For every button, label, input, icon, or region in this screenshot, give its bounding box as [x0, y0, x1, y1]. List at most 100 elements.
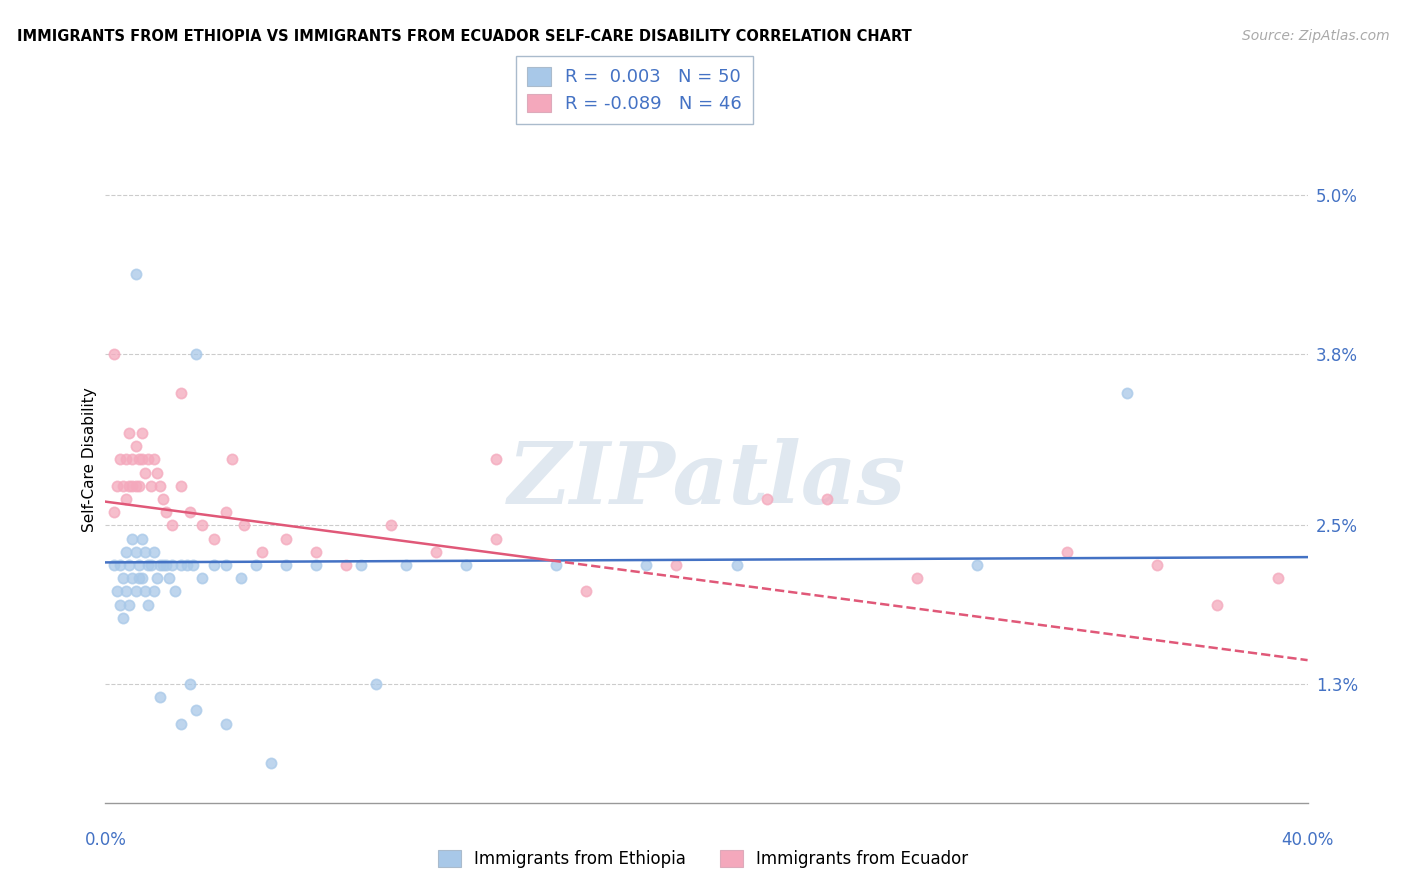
Point: [145, 571, 167, 585]
Point: [142, 452, 165, 467]
Point: [124, 479, 146, 493]
Point: [214, 558, 236, 572]
Point: [103, 558, 125, 572]
Point: [148, 479, 170, 493]
Point: [110, 452, 132, 467]
Point: [107, 479, 129, 493]
Point: [176, 558, 198, 572]
Point: [112, 571, 135, 585]
Point: [636, 558, 658, 572]
Point: [221, 452, 243, 467]
Point: [232, 518, 254, 533]
Point: [128, 571, 150, 585]
Point: [425, 545, 447, 559]
Point: [485, 532, 508, 546]
Point: [305, 545, 328, 559]
Point: [118, 479, 141, 493]
Point: [155, 558, 177, 572]
Point: [546, 558, 568, 572]
Point: [1116, 386, 1139, 401]
Point: [128, 479, 150, 493]
Point: [124, 584, 146, 599]
Point: [274, 532, 297, 546]
Point: [136, 558, 159, 572]
Y-axis label: Self-Care Disability: Self-Care Disability: [82, 387, 97, 532]
Point: [274, 558, 297, 572]
Point: [112, 611, 135, 625]
Point: [124, 268, 146, 282]
Point: [380, 518, 402, 533]
Point: [815, 491, 838, 506]
Point: [181, 558, 204, 572]
Point: [131, 532, 153, 546]
Point: [214, 505, 236, 519]
Legend: Immigrants from Ethiopia, Immigrants from Ecuador: Immigrants from Ethiopia, Immigrants fro…: [429, 842, 977, 877]
Point: [725, 558, 748, 572]
Point: [454, 558, 477, 572]
Point: [142, 584, 165, 599]
Point: [169, 558, 191, 572]
Point: [118, 598, 141, 612]
Point: [131, 452, 153, 467]
Point: [1267, 571, 1289, 585]
Point: [131, 425, 153, 440]
Point: [335, 558, 357, 572]
Text: 40.0%: 40.0%: [1281, 831, 1334, 849]
Point: [169, 479, 191, 493]
Point: [1146, 558, 1168, 572]
Text: 0.0%: 0.0%: [84, 831, 127, 849]
Point: [134, 545, 156, 559]
Point: [115, 545, 138, 559]
Text: ZIPatlas: ZIPatlas: [508, 438, 905, 522]
Point: [1206, 598, 1229, 612]
Legend: R =  0.003   N = 50, R = -0.089   N = 46: R = 0.003 N = 50, R = -0.089 N = 46: [516, 56, 752, 124]
Point: [190, 571, 212, 585]
Point: [665, 558, 688, 572]
Point: [148, 558, 170, 572]
Point: [350, 558, 373, 572]
Point: [103, 505, 125, 519]
Point: [169, 386, 191, 401]
Point: [121, 479, 143, 493]
Point: [905, 571, 928, 585]
Point: [103, 347, 125, 361]
Point: [202, 532, 225, 546]
Point: [134, 584, 156, 599]
Point: [190, 518, 212, 533]
Point: [121, 532, 143, 546]
Point: [131, 571, 153, 585]
Point: [121, 571, 143, 585]
Text: IMMIGRANTS FROM ETHIOPIA VS IMMIGRANTS FROM ECUADOR SELF-CARE DISABILITY CORRELA: IMMIGRANTS FROM ETHIOPIA VS IMMIGRANTS F…: [17, 29, 911, 44]
Point: [163, 584, 186, 599]
Point: [305, 558, 328, 572]
Point: [179, 505, 201, 519]
Point: [184, 703, 207, 717]
Point: [128, 452, 150, 467]
Point: [229, 571, 252, 585]
Point: [245, 558, 267, 572]
Point: [115, 452, 138, 467]
Point: [157, 571, 180, 585]
Point: [110, 598, 132, 612]
Point: [112, 479, 135, 493]
Point: [755, 491, 778, 506]
Point: [115, 584, 138, 599]
Text: Source: ZipAtlas.com: Source: ZipAtlas.com: [1241, 29, 1389, 43]
Point: [139, 558, 162, 572]
Point: [364, 677, 387, 691]
Point: [395, 558, 418, 572]
Point: [169, 716, 191, 731]
Point: [107, 584, 129, 599]
Point: [260, 756, 283, 771]
Point: [184, 347, 207, 361]
Point: [136, 598, 159, 612]
Point: [136, 452, 159, 467]
Point: [139, 479, 162, 493]
Point: [134, 466, 156, 480]
Point: [202, 558, 225, 572]
Point: [1056, 545, 1078, 559]
Point: [110, 558, 132, 572]
Point: [148, 690, 170, 705]
Point: [118, 425, 141, 440]
Point: [575, 584, 598, 599]
